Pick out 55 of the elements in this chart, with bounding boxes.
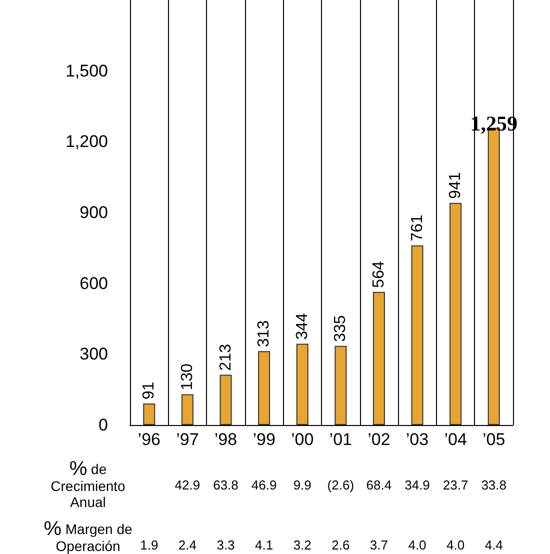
text: 42.9 [174,478,200,492]
text: 34.9 [404,478,430,492]
x-tick-label: ’98 [214,430,238,449]
data-label: 130 [178,364,196,390]
bar [411,245,424,425]
text: 3.7 [370,538,388,552]
y-tick-label: 900 [80,203,108,222]
bar [372,292,385,425]
text: 3.2 [293,538,312,552]
data-label: 564 [370,261,388,288]
y-tick-label: 600 [80,274,108,293]
data-label: 344 [294,312,311,340]
text: 2.6 [332,538,350,552]
bar [181,394,194,425]
data-label: 313 [256,320,273,348]
bar [143,404,156,425]
data-label: 335 [332,315,350,342]
text: 33.8 [481,478,507,492]
text: 4.1 [255,538,274,552]
text: % Margen de Operación [44,518,133,554]
y-tick-label: 1,200 [65,132,108,152]
data-label: 213 [217,344,234,371]
x-tick-label: ’00 [291,430,314,449]
x-tick-label: ’97 [176,430,199,449]
text: 9.9 [293,478,312,492]
text: 4.4 [484,538,503,552]
text: 3.3 [216,538,235,552]
text: 4.0 [446,538,465,552]
x-tick-label: ’96 [138,430,160,449]
text: 1.9 [140,538,158,552]
x-tick-label: ’05 [482,430,506,449]
data-label: 941 [447,172,464,199]
y-tick-label: 1,500 [65,61,108,80]
x-tick-label: ’03 [406,430,429,449]
data-label: 761 [408,214,426,242]
text: 4.0 [408,538,426,552]
bar [258,351,270,425]
x-tick-label: ’02 [368,430,390,449]
text: % de Crecimiento Anual [50,458,126,510]
data-label: 91 [140,382,158,400]
text: 2.4 [178,538,196,552]
x-tick-label: ’01 [329,430,352,449]
bar [220,374,232,425]
x-tick-label: ’04 [444,430,467,449]
y-tick-label: 300 [80,344,108,364]
text: 46.9 [251,478,277,492]
y-tick-label: 0 [98,416,108,434]
text: 23.7 [442,478,468,492]
bar [450,202,462,425]
text: (2.6) [327,478,354,492]
text: 68.4 [366,478,392,492]
x-tick-label: ’99 [252,430,276,449]
bar [334,346,347,425]
text: 63.8 [213,478,238,492]
bar [296,344,308,425]
